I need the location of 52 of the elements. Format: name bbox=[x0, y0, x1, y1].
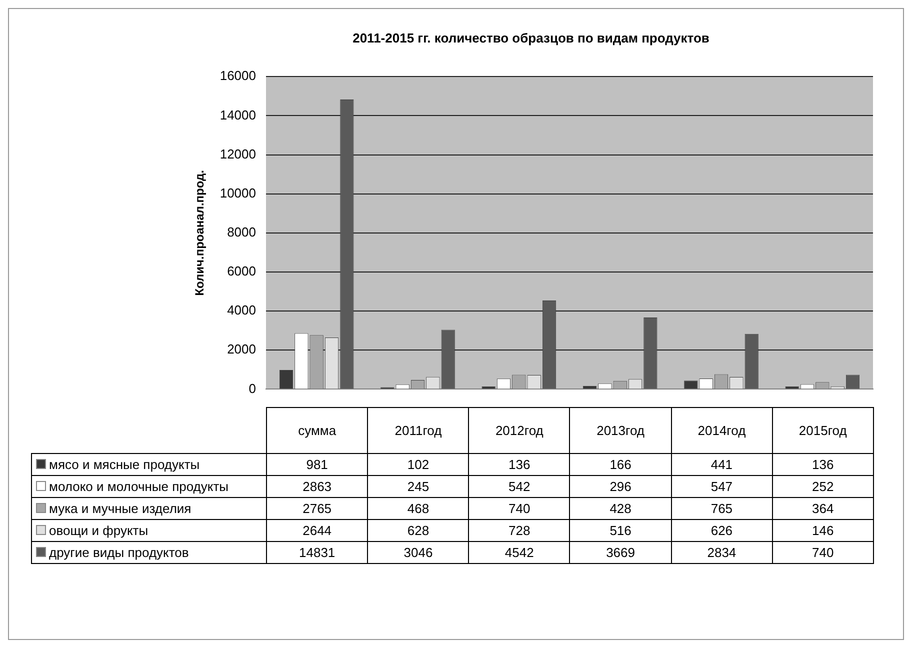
data-label: 252 bbox=[772, 476, 874, 498]
y-axis-title: Колич.проанал.прод. bbox=[192, 170, 207, 296]
data-label: 166 bbox=[570, 454, 672, 476]
x-tick-label: 2015год bbox=[772, 408, 874, 454]
data-label: 296 bbox=[570, 476, 672, 498]
data-label: 364 bbox=[772, 498, 874, 520]
y-tick-label: 14000 bbox=[220, 107, 256, 122]
y-tick-label: 6000 bbox=[227, 264, 256, 279]
data-label: 981 bbox=[266, 454, 368, 476]
y-tick-label: 4000 bbox=[227, 302, 256, 318]
x-tick-label: сумма bbox=[266, 408, 368, 454]
y-tick-label: 2000 bbox=[227, 342, 256, 357]
x-tick-label: 2011год bbox=[368, 408, 469, 454]
legend-label: другие виды продуктов bbox=[32, 542, 266, 564]
y-tick-label: 10000 bbox=[220, 185, 256, 200]
y-tick-label: 12000 bbox=[220, 146, 256, 162]
data-label: 3046 bbox=[368, 542, 469, 564]
data-label: 441 bbox=[671, 454, 772, 476]
data-label: 547 bbox=[671, 476, 772, 498]
y-tick-label: 0 bbox=[248, 380, 256, 396]
data-label: 765 bbox=[671, 498, 772, 520]
data-label: 728 bbox=[468, 520, 570, 542]
data-label: 626 bbox=[671, 520, 772, 542]
data-label: 516 bbox=[570, 520, 672, 542]
data-label: 136 bbox=[772, 454, 874, 476]
data-label: 245 bbox=[368, 476, 469, 498]
chart-title: 2011-2015 гг. количество образцов по видам продуктов bbox=[352, 30, 710, 46]
x-tick-label: 2013год bbox=[570, 408, 672, 454]
legend-label: молоко и молочные продукты bbox=[32, 476, 266, 498]
data-label: 136 bbox=[468, 454, 570, 476]
y-tick-label: 16000 bbox=[220, 68, 256, 84]
data-label: 468 bbox=[368, 498, 469, 520]
x-tick-label: 2012год bbox=[468, 408, 570, 454]
x-tick-label: 2014год bbox=[671, 408, 772, 454]
legend-label: мука и мучные изделия bbox=[32, 498, 266, 520]
data-label: 740 bbox=[772, 542, 874, 564]
data-label: 3669 bbox=[570, 542, 672, 564]
data-label: 2834 bbox=[671, 542, 772, 564]
data-label: 542 bbox=[468, 476, 570, 498]
data-label: 102 bbox=[368, 454, 469, 476]
legend-label: овощи и фрукты bbox=[32, 520, 266, 542]
data-label: 4542 bbox=[468, 542, 570, 564]
y-tick-label: 8000 bbox=[227, 224, 256, 240]
data-label: 2644 bbox=[266, 520, 368, 542]
data-label: 428 bbox=[570, 498, 672, 520]
data-label: 14831 bbox=[266, 542, 368, 564]
data-label: 2765 bbox=[266, 498, 368, 520]
data-label: 2863 bbox=[266, 476, 368, 498]
data-label: 740 bbox=[468, 498, 570, 520]
data-label: 628 bbox=[368, 520, 469, 542]
legend-label: мясо и мясные продукты bbox=[32, 454, 266, 476]
data-label: 146 bbox=[772, 520, 874, 542]
